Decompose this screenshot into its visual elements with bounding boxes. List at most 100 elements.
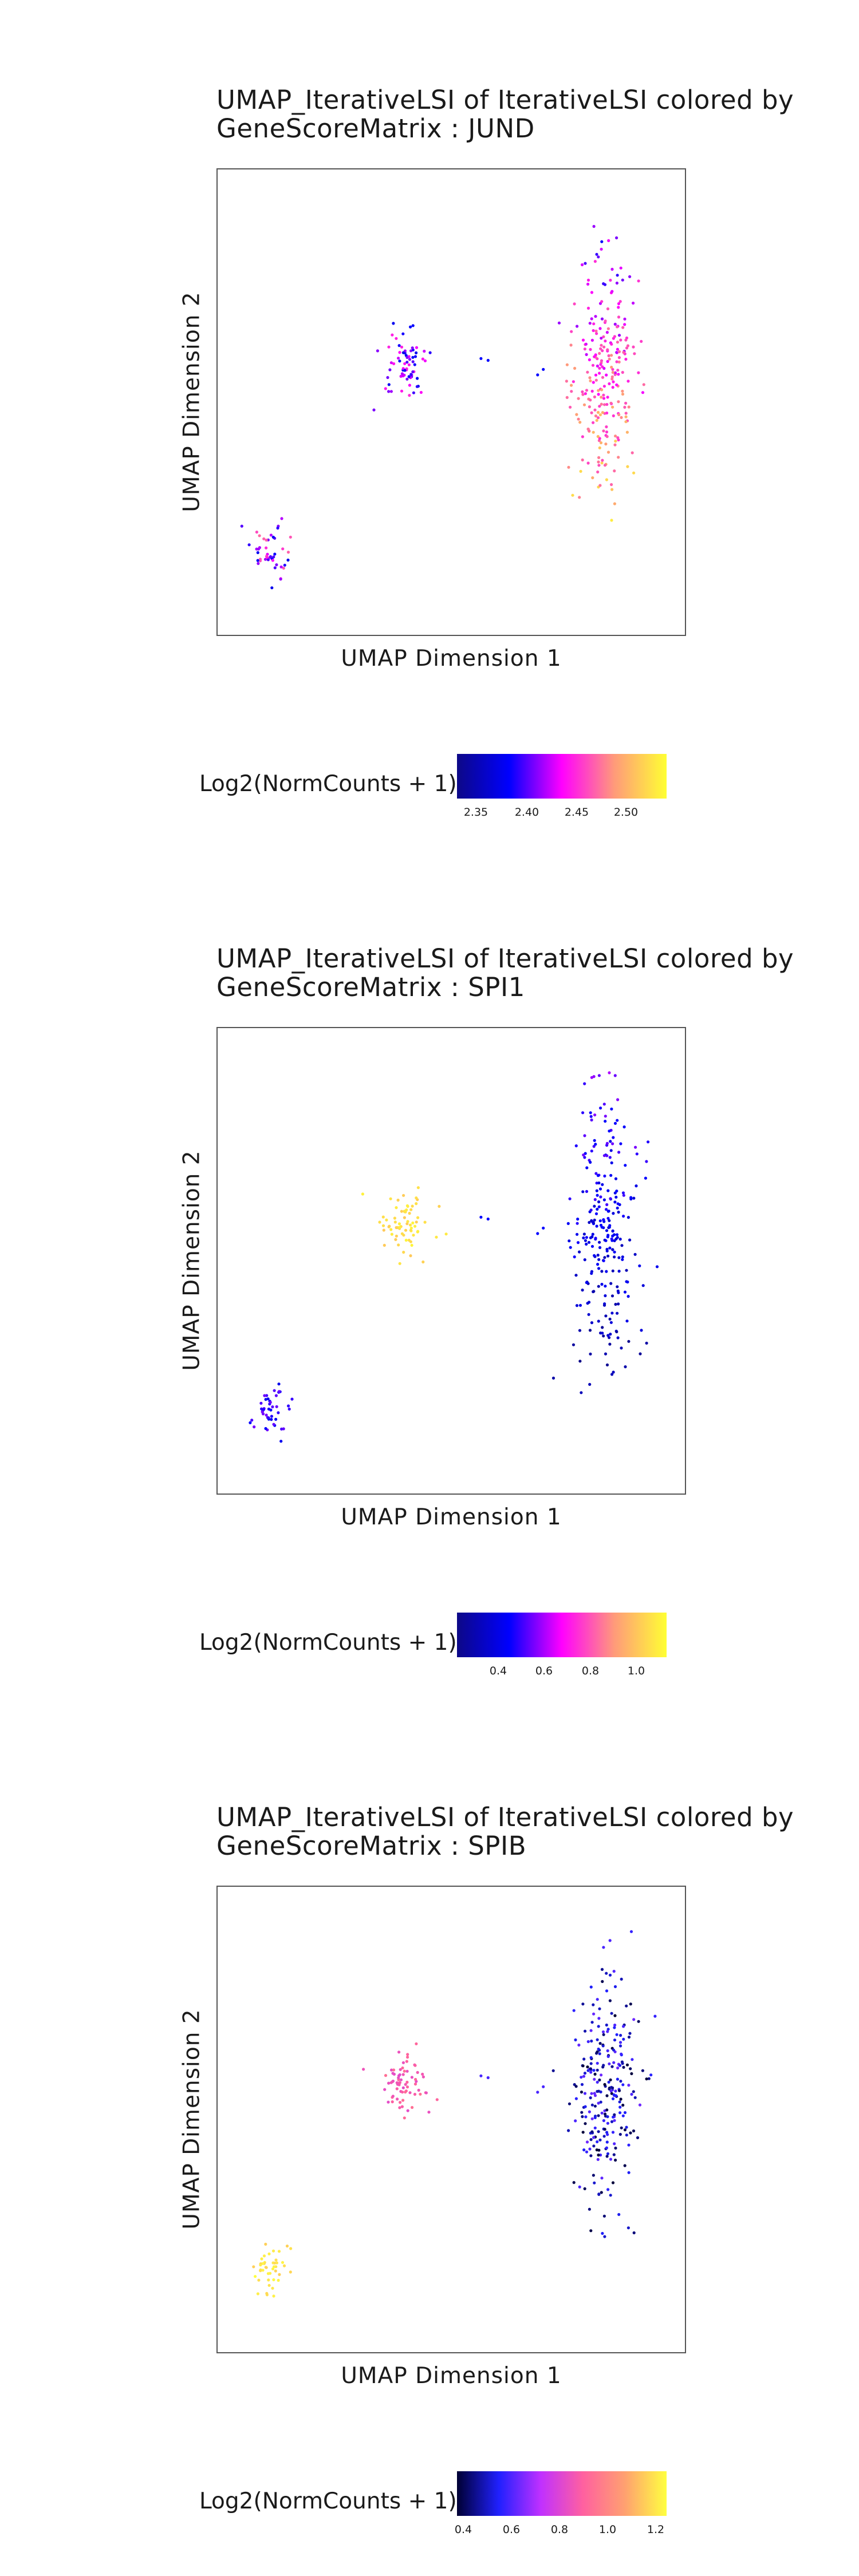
scatter-point — [615, 281, 618, 285]
scatter-point — [416, 1216, 420, 1219]
scatter-point — [614, 1177, 618, 1180]
scatter-point — [623, 1290, 627, 1294]
scatter-point — [627, 1340, 631, 1343]
scatter-point — [405, 377, 409, 381]
scatter-point — [612, 1212, 615, 1215]
scatter-point — [632, 471, 636, 475]
scatter-point — [415, 351, 418, 354]
scatter-point — [596, 2068, 599, 2072]
scatter-point — [605, 1249, 609, 1253]
scatter-point — [616, 369, 620, 372]
scatter-point — [617, 1210, 620, 1214]
scatter-point — [281, 2261, 285, 2264]
scatter-point — [390, 2068, 393, 2072]
scatter-point — [593, 2126, 597, 2129]
scatter-point — [599, 441, 603, 445]
scatter-point — [574, 2097, 578, 2100]
scatter-point — [602, 403, 606, 406]
scatter-point — [628, 2032, 632, 2035]
scatter-point — [602, 1103, 606, 1106]
scatter-point — [585, 2150, 589, 2154]
y-axis-label: UMAP Dimension 2 — [179, 291, 205, 512]
scatter-point — [605, 2140, 609, 2144]
scatter-point — [582, 2075, 586, 2078]
scatter-point — [381, 1224, 385, 1227]
scatter-point — [274, 2269, 277, 2273]
scatter-point — [601, 459, 604, 462]
scatter-point — [608, 1939, 612, 1942]
scatter-point — [585, 1236, 588, 1239]
scatter-point — [278, 2273, 281, 2276]
scatter-point — [400, 389, 404, 393]
scatter-point — [621, 1255, 624, 1259]
scatter-point — [412, 1234, 415, 1237]
scatter-point — [595, 1189, 598, 1192]
scatter-point — [271, 535, 275, 539]
scatter-point — [586, 2065, 589, 2069]
scatter-point — [409, 1208, 413, 1211]
scatter-point — [578, 1329, 582, 1332]
scatter-point — [599, 1107, 602, 1110]
scatter-point — [615, 360, 618, 364]
scatter-point — [608, 1219, 611, 1222]
scatter-point — [595, 332, 598, 335]
scatter-point — [589, 1115, 593, 1118]
scatter-plot — [249, 1071, 659, 1443]
scatter-point — [613, 1255, 616, 1259]
scatter-point — [584, 392, 587, 396]
scatter-point — [401, 351, 405, 354]
scatter-point — [592, 381, 595, 384]
scatter-point — [617, 400, 620, 404]
scatter-point — [605, 430, 609, 434]
scatter-point — [582, 2057, 586, 2061]
scatter-point — [404, 2089, 408, 2093]
scatter-point — [632, 345, 635, 349]
scatter-point — [588, 1301, 591, 1304]
scatter-point — [605, 1229, 609, 1232]
scatter-point — [414, 2077, 417, 2081]
scatter-point — [423, 349, 426, 353]
scatter-point — [576, 1222, 579, 1225]
scatter-point — [620, 1977, 623, 1981]
scatter-point — [289, 2247, 293, 2250]
scatter-point — [589, 2067, 592, 2071]
scatter-point — [625, 2134, 628, 2137]
scatter-point — [411, 2105, 414, 2109]
scatter-point — [610, 2120, 614, 2123]
scatter-point — [620, 2052, 623, 2056]
scatter-point — [596, 1207, 599, 1211]
scatter-point — [267, 1416, 270, 1420]
scatter-point — [585, 1242, 588, 1246]
scatter-point — [625, 1269, 628, 1272]
scatter-point — [636, 2136, 640, 2139]
scatter-point — [266, 1397, 270, 1401]
scatter-point — [589, 2056, 593, 2059]
scatter-point — [263, 1394, 266, 1397]
scatter-point — [604, 1285, 607, 1288]
scatter-point — [399, 2068, 402, 2071]
scatter-point — [620, 416, 623, 419]
scatter-point — [597, 389, 600, 392]
scatter-point — [616, 274, 619, 277]
colorbar — [457, 754, 667, 799]
scatter-point — [615, 1233, 619, 1236]
scatter-point — [570, 390, 573, 393]
scatter-point — [641, 391, 645, 394]
scatter-point — [633, 2096, 637, 2099]
scatter-point — [405, 2060, 408, 2063]
scatter-point — [600, 247, 603, 251]
scatter-point — [261, 2269, 265, 2272]
scatter-point — [589, 1208, 593, 1212]
plot-area — [216, 168, 686, 636]
scatter-point — [581, 338, 585, 342]
scatter-point — [591, 476, 594, 480]
scatter-point — [419, 2092, 422, 2096]
scatter-point — [613, 1074, 617, 1077]
scatter-point — [565, 380, 569, 383]
scatter-point — [597, 1285, 600, 1288]
scatter-point — [593, 1254, 596, 1257]
scatter-point — [589, 2229, 593, 2233]
scatter-point — [275, 2261, 278, 2265]
scatter-point — [621, 1191, 625, 1195]
scatter-point — [397, 344, 401, 347]
